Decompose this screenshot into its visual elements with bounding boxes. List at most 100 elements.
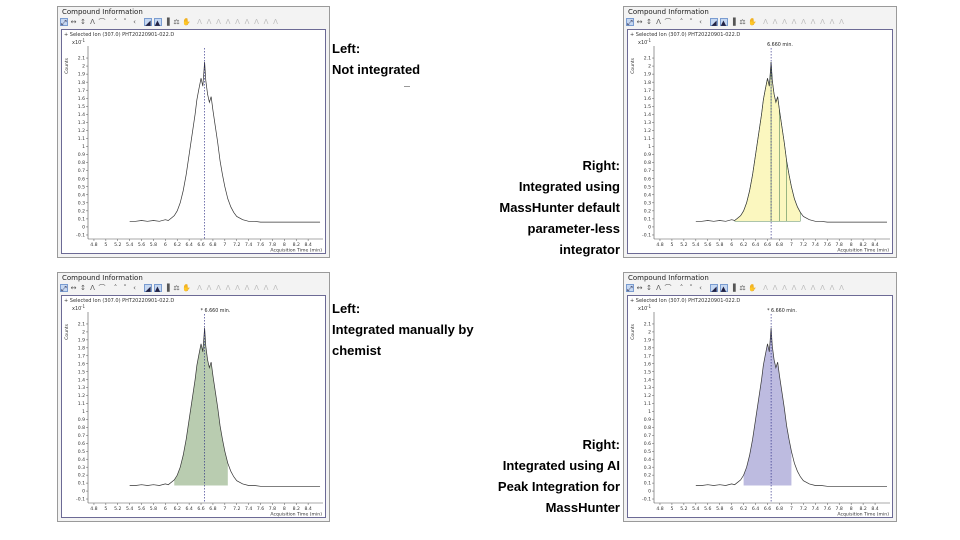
vertical-arrows-icon[interactable]: ↕ xyxy=(646,18,652,26)
down-caret-icon[interactable]: ˅ xyxy=(689,18,693,26)
peak-c-icon[interactable]: Λ xyxy=(782,18,787,26)
peak-g-icon[interactable]: Λ xyxy=(254,284,259,292)
peak-f-icon[interactable]: Λ xyxy=(244,284,250,292)
baseline-icon[interactable]: ⌒ xyxy=(98,18,106,26)
peak-i-icon[interactable]: Λ xyxy=(839,18,844,26)
bar-icon[interactable]: ▐ xyxy=(730,18,736,26)
up-caret-icon[interactable]: ˄ xyxy=(679,18,684,26)
peak-icon[interactable]: Λ xyxy=(90,18,95,26)
zoom-fit-icon[interactable]: ⤢ xyxy=(60,18,68,27)
down-caret-icon[interactable]: ˅ xyxy=(123,284,127,292)
area-icon[interactable]: ▲ xyxy=(719,18,728,27)
peak-a-icon[interactable]: Λ xyxy=(197,284,202,292)
y-tick-label: -0.1 xyxy=(76,497,85,503)
baseline-icon[interactable]: ⌒ xyxy=(664,18,672,26)
area-icon[interactable]: ▲ xyxy=(153,18,162,27)
peak-c-icon[interactable]: Λ xyxy=(216,284,221,292)
area-icon[interactable]: ▲ xyxy=(719,284,728,293)
bar-icon[interactable]: ▐ xyxy=(164,18,170,26)
chromatogram-trace[interactable] xyxy=(129,327,321,487)
up-caret-icon[interactable]: ˄ xyxy=(113,284,118,292)
peak-a-icon[interactable]: Λ xyxy=(763,18,768,26)
hand-icon[interactable]: ✋ xyxy=(748,284,757,292)
peak-b-icon[interactable]: Λ xyxy=(206,284,212,292)
peak-d-icon[interactable]: Λ xyxy=(225,18,231,26)
peak-b-icon[interactable]: Λ xyxy=(772,284,778,292)
peak-e-icon[interactable]: Λ xyxy=(801,18,806,26)
peak-e-icon[interactable]: Λ xyxy=(801,284,806,292)
peak-e-icon[interactable]: Λ xyxy=(235,284,240,292)
chromatogram-trace[interactable] xyxy=(129,62,321,223)
x-tick-label: 7.8 xyxy=(269,506,276,512)
peak-b-icon[interactable]: Λ xyxy=(772,18,778,26)
down-caret-icon[interactable]: ˅ xyxy=(689,284,693,292)
peak-d-icon[interactable]: Λ xyxy=(225,284,231,292)
vertical-arrows-icon[interactable]: ↕ xyxy=(80,18,86,26)
baseline-icon[interactable]: ⌒ xyxy=(664,284,672,292)
peak-b-icon[interactable]: Λ xyxy=(206,18,212,26)
chromatogram-plot[interactable]: + Selected Ion (307.0) PHT20220901-022.D… xyxy=(61,295,326,518)
peak-c-icon[interactable]: Λ xyxy=(782,284,787,292)
left-caret-icon[interactable]: ‹ xyxy=(699,18,702,26)
peak-h-icon[interactable]: Λ xyxy=(263,18,269,26)
peak-h-icon[interactable]: Λ xyxy=(829,284,835,292)
overlay-icon[interactable]: ◢ xyxy=(144,284,152,293)
zoom-fit-icon[interactable]: ⤢ xyxy=(60,284,68,293)
peak-d-icon[interactable]: Λ xyxy=(791,18,797,26)
up-caret-icon[interactable]: ˄ xyxy=(113,18,118,26)
chromatogram-plot[interactable]: + Selected Ion (307.0) PHT20220901-022.D… xyxy=(627,29,893,254)
bar-icon[interactable]: ▐ xyxy=(730,284,736,292)
peak-d-icon[interactable]: Λ xyxy=(791,284,797,292)
peak-h-icon[interactable]: Λ xyxy=(829,18,835,26)
peak-g-icon[interactable]: Λ xyxy=(254,18,259,26)
scale-icon[interactable]: ⚖ xyxy=(739,18,746,26)
horizontal-arrows-icon[interactable]: ↔ xyxy=(636,284,643,292)
chromatogram-trace[interactable] xyxy=(695,62,888,223)
chromatogram-plot[interactable]: + Selected Ion (307.0) PHT20220901-022.D… xyxy=(627,295,893,518)
left-caret-icon[interactable]: ‹ xyxy=(699,284,702,292)
chromatogram-trace[interactable] xyxy=(695,327,888,487)
peak-f-icon[interactable]: Λ xyxy=(244,18,250,26)
peak-c-icon[interactable]: Λ xyxy=(216,18,221,26)
peak-g-icon[interactable]: Λ xyxy=(820,284,825,292)
peak-g-icon[interactable]: Λ xyxy=(820,18,825,26)
overlay-icon[interactable]: ◢ xyxy=(710,18,718,27)
peak-e-icon[interactable]: Λ xyxy=(235,18,240,26)
down-caret-icon[interactable]: ˅ xyxy=(123,18,127,26)
peak-h-icon[interactable]: Λ xyxy=(263,284,269,292)
left-caret-icon[interactable]: ‹ xyxy=(133,18,136,26)
vertical-arrows-icon[interactable]: ↕ xyxy=(80,284,86,292)
zoom-fit-icon[interactable]: ⤢ xyxy=(626,18,634,27)
overlay-icon[interactable]: ◢ xyxy=(144,18,152,27)
peak-i-icon[interactable]: Λ xyxy=(273,284,278,292)
hand-icon[interactable]: ✋ xyxy=(182,284,191,292)
horizontal-arrows-icon[interactable]: ↔ xyxy=(70,284,77,292)
peak-a-icon[interactable]: Λ xyxy=(763,284,768,292)
vertical-arrows-icon[interactable]: ↕ xyxy=(646,284,652,292)
scale-icon[interactable]: ⚖ xyxy=(173,284,180,292)
baseline-icon[interactable]: ⌒ xyxy=(98,284,106,292)
peak-f-icon[interactable]: Λ xyxy=(810,284,816,292)
left-caret-icon[interactable]: ‹ xyxy=(133,284,136,292)
horizontal-arrows-icon[interactable]: ↔ xyxy=(636,18,643,26)
hand-icon[interactable]: ✋ xyxy=(182,18,191,26)
peak-icon[interactable]: Λ xyxy=(90,284,95,292)
peak-i-icon[interactable]: Λ xyxy=(839,284,844,292)
scale-icon[interactable]: ⚖ xyxy=(739,284,746,292)
peak-f-icon[interactable]: Λ xyxy=(810,18,816,26)
overlay-icon[interactable]: ◢ xyxy=(710,284,718,293)
chromatogram-plot[interactable]: + Selected Ion (307.0) PHT20220901-022.D… xyxy=(61,29,326,254)
scale-icon[interactable]: ⚖ xyxy=(173,18,180,26)
horizontal-arrows-icon[interactable]: ↔ xyxy=(70,18,77,26)
peak-a-icon[interactable]: Λ xyxy=(197,18,202,26)
peak-icon[interactable]: Λ xyxy=(656,18,661,26)
x-tick-label: 7.2 xyxy=(800,242,807,248)
peak-icon[interactable]: Λ xyxy=(656,284,661,292)
area-icon[interactable]: ▲ xyxy=(153,284,162,293)
y-scale-label: x10 xyxy=(72,40,81,46)
peak-i-icon[interactable]: Λ xyxy=(273,18,278,26)
hand-icon[interactable]: ✋ xyxy=(748,18,757,26)
up-caret-icon[interactable]: ˄ xyxy=(679,284,684,292)
bar-icon[interactable]: ▐ xyxy=(164,284,170,292)
zoom-fit-icon[interactable]: ⤢ xyxy=(626,284,634,293)
